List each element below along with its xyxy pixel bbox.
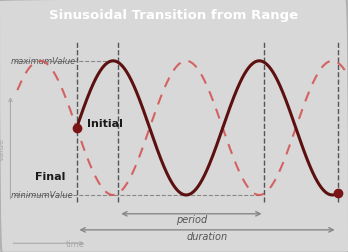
Text: minimumValue: minimumValue [10,191,73,200]
Text: Sinusoidal Transition from Range: Sinusoidal Transition from Range [49,9,299,22]
Text: duration: duration [187,231,228,241]
Text: time: time [66,239,85,248]
Text: Initial: Initial [87,118,123,128]
Text: maximumValue: maximumValue [10,57,76,66]
Text: Final: Final [35,172,65,181]
Text: period: period [176,215,207,225]
Text: value: value [0,137,6,160]
